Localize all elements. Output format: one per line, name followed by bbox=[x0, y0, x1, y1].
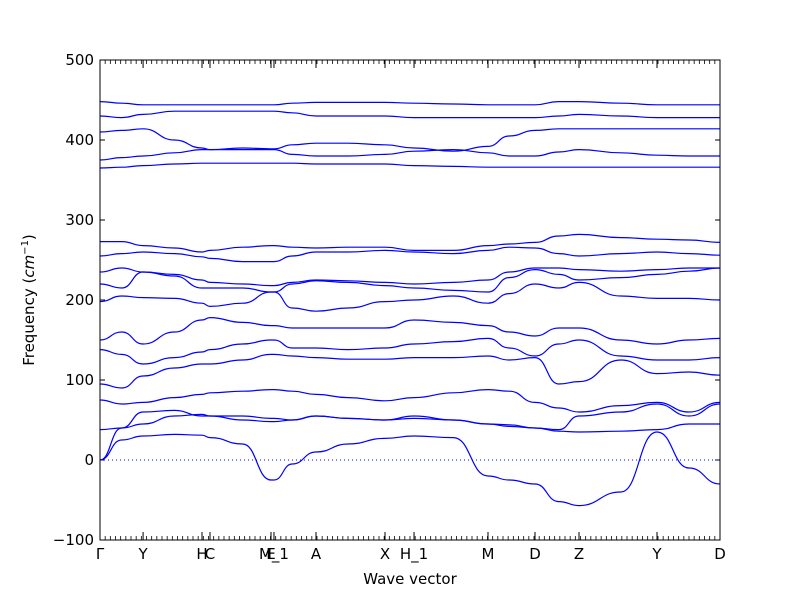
x-tick-label: M bbox=[482, 545, 495, 563]
y-axis-title-exponent: −1 bbox=[20, 240, 31, 255]
y-tick-label: −100 bbox=[53, 531, 94, 549]
band-13-line bbox=[99, 162, 720, 169]
y-tick-label: 200 bbox=[65, 291, 94, 309]
x-tick-label: H_1 bbox=[400, 545, 428, 564]
y-axis-title-close: ) bbox=[20, 234, 38, 240]
band-9-line bbox=[99, 267, 721, 293]
x-tick-label: A bbox=[311, 545, 322, 563]
band-7-line bbox=[99, 316, 721, 345]
band-12-line bbox=[99, 233, 721, 253]
band-10-line bbox=[99, 267, 720, 287]
band-5-line bbox=[99, 353, 721, 389]
band-16-line bbox=[99, 110, 720, 119]
x-tick-label: Y bbox=[138, 545, 149, 563]
x-tick-label: D bbox=[529, 545, 541, 563]
band-17-line bbox=[99, 100, 721, 106]
band-3-line bbox=[99, 403, 721, 431]
y-axis-title-text: Frequency ( bbox=[20, 278, 38, 366]
x-tick-label: C bbox=[205, 545, 215, 563]
y-tick-label: 300 bbox=[65, 211, 94, 229]
x-axis-ticks: Γ Y HC EM_1 A X H_1 M D Z Y D bbox=[96, 60, 726, 564]
y-tick-label: 0 bbox=[84, 451, 94, 469]
x-tick-label: D bbox=[714, 545, 726, 563]
band-1-line bbox=[99, 431, 721, 507]
y-axis-title: Frequency (cm−1) bbox=[20, 234, 38, 366]
plot-frame bbox=[99, 59, 721, 541]
band-8-line bbox=[99, 281, 721, 312]
band-14-line bbox=[99, 148, 720, 161]
band-4-line bbox=[99, 388, 721, 413]
x-tick-label: Y bbox=[651, 545, 662, 563]
x-tick-label: Γ bbox=[96, 545, 105, 563]
y-tick-label: 100 bbox=[65, 371, 94, 389]
x-tick-label: Z bbox=[574, 545, 584, 563]
y-tick-label: 500 bbox=[65, 51, 94, 69]
y-axis-ticks: −100 0 100 200 300 400 500 bbox=[53, 51, 720, 549]
band-6-line bbox=[99, 337, 721, 365]
y-axis-title-unit: cm bbox=[20, 255, 38, 278]
x-tick-label: M_1 bbox=[259, 545, 289, 564]
x-axis-title: Wave vector bbox=[363, 570, 457, 588]
x-tick-label: X bbox=[380, 545, 390, 563]
x-tick-label: H bbox=[196, 545, 207, 563]
y-tick-label: 400 bbox=[65, 131, 94, 149]
x-tick-label: E bbox=[266, 545, 275, 563]
dispersion-curves bbox=[99, 100, 721, 507]
band-15-line bbox=[99, 128, 720, 152]
band-11-line bbox=[99, 246, 721, 263]
